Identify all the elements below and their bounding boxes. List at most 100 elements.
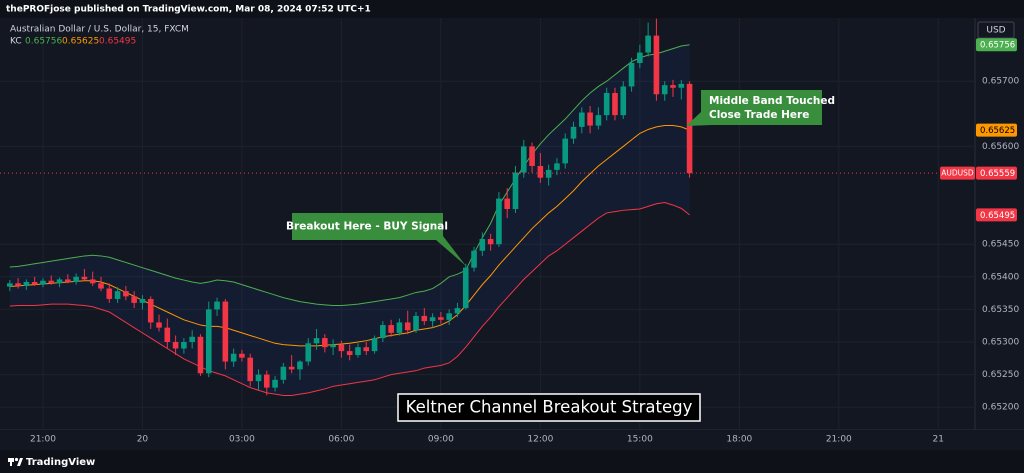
legend-value: 0.65625 <box>62 37 99 47</box>
x-tick-label: 21:00 <box>30 435 56 445</box>
currency-box[interactable] <box>977 21 1015 39</box>
candle-body <box>438 317 444 320</box>
x-tick-label: 09:00 <box>428 435 454 445</box>
candle-body <box>595 115 602 126</box>
caption: Keltner Channel Breakout Strategy <box>406 398 693 417</box>
logo-part <box>14 457 19 462</box>
candle-body <box>487 238 494 245</box>
currency: USD <box>986 26 1005 36</box>
x-tick-label: 20 <box>137 435 149 445</box>
candle-body <box>355 347 361 356</box>
x-tick-label: 15:00 <box>627 435 653 445</box>
candle-body <box>454 308 461 314</box>
keltner-line <box>9 44 690 306</box>
y-tick-label: 0.65700 <box>982 77 1019 87</box>
candle-body <box>537 165 544 178</box>
candle-body <box>587 112 593 126</box>
candle-body <box>429 317 436 322</box>
candle-body <box>131 296 137 303</box>
candle-body <box>612 92 618 116</box>
candle-body <box>520 146 527 173</box>
logo-part <box>17 458 23 466</box>
candle-body <box>222 301 229 362</box>
candle-body <box>156 322 162 328</box>
x-tick-label: 06:00 <box>328 435 354 445</box>
channel-fill <box>9 44 690 396</box>
candle-body <box>479 238 486 251</box>
callout-shape <box>686 90 822 126</box>
x-tick-label: 03:00 <box>229 435 255 445</box>
candle-body <box>529 146 535 166</box>
y-tick-label: 0.65400 <box>982 272 1019 282</box>
candle-body <box>272 379 278 388</box>
y-tick-label: 0.65200 <box>982 403 1019 413</box>
candle-body <box>678 83 685 88</box>
candle-body <box>504 198 510 210</box>
price-label-box <box>976 166 1017 180</box>
price-label: 0.65625 <box>980 126 1015 136</box>
candle-body <box>496 198 502 245</box>
candle-body <box>570 126 577 139</box>
candle-body <box>637 52 643 63</box>
footer <box>0 451 1024 473</box>
y-tick-label: 0.65250 <box>982 370 1019 380</box>
candle-body <box>23 282 30 286</box>
candle-body <box>139 298 146 303</box>
legend-value: 0.65756 <box>25 37 62 47</box>
indicator-name: KC <box>10 37 22 47</box>
callout-shape <box>292 213 466 266</box>
legend-value: 0.65495 <box>99 37 136 47</box>
y-tick-label: 0.65300 <box>982 337 1019 347</box>
candle-body <box>462 267 469 309</box>
keltner-line <box>9 201 690 396</box>
price-axis <box>975 18 1024 430</box>
x-tick-label: 12:00 <box>527 435 553 445</box>
logo-part <box>10 458 12 466</box>
candle-body <box>645 35 651 53</box>
candle-body <box>40 280 46 285</box>
candle-body <box>545 169 552 178</box>
candle-body <box>554 163 560 170</box>
candle-body <box>413 315 419 331</box>
candle-body <box>7 283 13 287</box>
candle-body <box>653 35 660 95</box>
candle-body <box>164 327 171 342</box>
candle-body <box>603 92 610 116</box>
candle-body <box>230 353 237 362</box>
candle-body <box>181 341 187 349</box>
symbol-label: AUDUSD <box>941 169 974 178</box>
y-tick-label: 0.65350 <box>982 305 1019 315</box>
candle-body <box>446 313 452 320</box>
y-tick-label: 0.65600 <box>982 142 1019 152</box>
candle-body <box>197 336 204 374</box>
x-tick-label: 18:00 <box>726 435 752 445</box>
brand[interactable]: TradingView <box>26 457 95 468</box>
price-label-box <box>976 38 1017 52</box>
price-label: 0.65495 <box>980 211 1015 221</box>
x-tick-label: 21 <box>933 435 944 445</box>
candle-body <box>338 344 345 352</box>
candle-body <box>106 288 113 299</box>
brand-logo <box>8 457 23 466</box>
candle-body <box>628 62 635 87</box>
candle-body <box>48 280 55 284</box>
price-label: 0.65559 <box>980 169 1015 179</box>
candle-body <box>205 309 212 374</box>
candle-body <box>363 347 370 352</box>
candle-body <box>380 325 386 339</box>
candle-body <box>123 291 129 297</box>
candle-body <box>404 322 411 331</box>
candle-body <box>114 291 121 299</box>
candle-body <box>388 325 394 333</box>
candle-body <box>661 85 668 95</box>
candle-body <box>313 338 320 344</box>
price-label: 0.65756 <box>980 41 1015 51</box>
candle-body <box>686 83 693 174</box>
publisher-line: thePROFjose published on TradingView.com… <box>6 5 371 15</box>
candles <box>7 18 693 396</box>
candle-body <box>15 283 21 286</box>
candle-body <box>512 172 519 210</box>
candle-body <box>89 279 96 284</box>
candle-body <box>305 343 312 362</box>
candle-body <box>371 338 378 352</box>
